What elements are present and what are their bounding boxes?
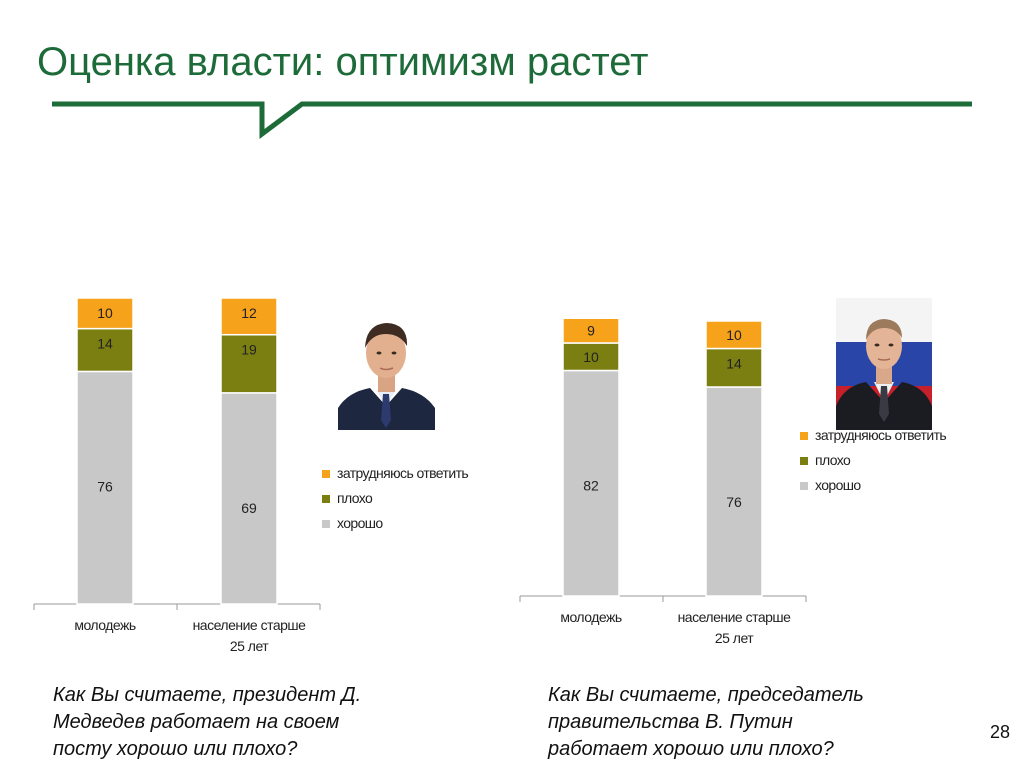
chart2-legend-label-2: плохо: [815, 452, 851, 468]
chart2-bar-2-хорошо: [705, 386, 763, 597]
chart2-data-label-1-2: 9: [587, 323, 595, 339]
chart1-legend-swatch-2: [322, 495, 330, 503]
chart1-data-label-1-1: 14: [97, 336, 113, 352]
title-underline-callout: [52, 101, 972, 139]
chart2-legend-swatch-3: [800, 482, 808, 490]
chart1-bar-2-плохо: [220, 333, 278, 394]
chart1-legend-label-1: затрудняюсь ответить: [337, 465, 468, 481]
chart2-bar-1-затрудняюсь-ответить: [562, 317, 620, 344]
chart1-legend-swatch-3: [322, 520, 330, 528]
chart2-data-label-2-0: 76: [726, 494, 742, 510]
chart1-bar-1-плохо: [76, 327, 134, 373]
chart2-data-label-1-1: 10: [583, 349, 599, 365]
chart1-data-label-2-1: 19: [241, 342, 257, 358]
chart2-bar-2-затрудняюсь-ответить: [705, 320, 763, 350]
chart1-bar-1-затрудняюсь-ответить: [76, 297, 134, 330]
chart2-legend-label-3: хорошо: [815, 477, 861, 493]
chart1-bar-2-хорошо: [220, 392, 278, 605]
medvedev-portrait-photo: [338, 310, 435, 430]
chart2-data-label-2-2: 10: [726, 327, 742, 343]
chart1-data-label-1-2: 10: [97, 305, 113, 321]
chart2-category-label-2-line-1: население старше: [678, 609, 792, 625]
chart2-data-label-1-0: 82: [583, 478, 599, 494]
chart1-bar-2-затрудняюсь-ответить: [220, 297, 278, 336]
chart2-category-label-2-line-2: 25 лет: [715, 630, 754, 646]
chart1-legend-label-3: хорошо: [337, 515, 383, 531]
page-number: 28: [990, 722, 1011, 742]
chart1-category-label-2-line-1: население старше: [193, 617, 307, 633]
chart1-category-label-2-line-2: 25 лет: [230, 638, 269, 654]
putin-portrait-photo: [836, 298, 932, 430]
chart1-legend-label-2: плохо: [337, 490, 373, 506]
chart2-bar-2-плохо: [705, 347, 763, 388]
chart2-legend-label-1: затрудняюсь ответить: [815, 427, 946, 443]
medvedev-question: Как Вы считаете, президент Д. Медведев р…: [53, 684, 362, 760]
chart1-bar-1-хорошо: [76, 370, 134, 605]
putin-question: Как Вы считаете, председатель правительс…: [548, 684, 864, 760]
slide-title: Оценка власти: оптимизм растет: [37, 40, 649, 84]
chart1-data-label-2-0: 69: [241, 500, 257, 516]
chart1-data-label-1-0: 76: [97, 478, 113, 494]
chart1-category-label-1-line-1: молодежь: [74, 617, 136, 633]
chart2-bar-1-хорошо: [562, 369, 620, 597]
chart2-legend-swatch-1: [800, 432, 808, 440]
chart1-data-label-2-2: 12: [241, 305, 257, 321]
chart1-legend-swatch-1: [322, 470, 330, 478]
chart2-legend-swatch-2: [800, 457, 808, 465]
chart2-data-label-2-1: 14: [726, 356, 742, 372]
chart2-category-label-1-line-1: молодежь: [560, 609, 622, 625]
